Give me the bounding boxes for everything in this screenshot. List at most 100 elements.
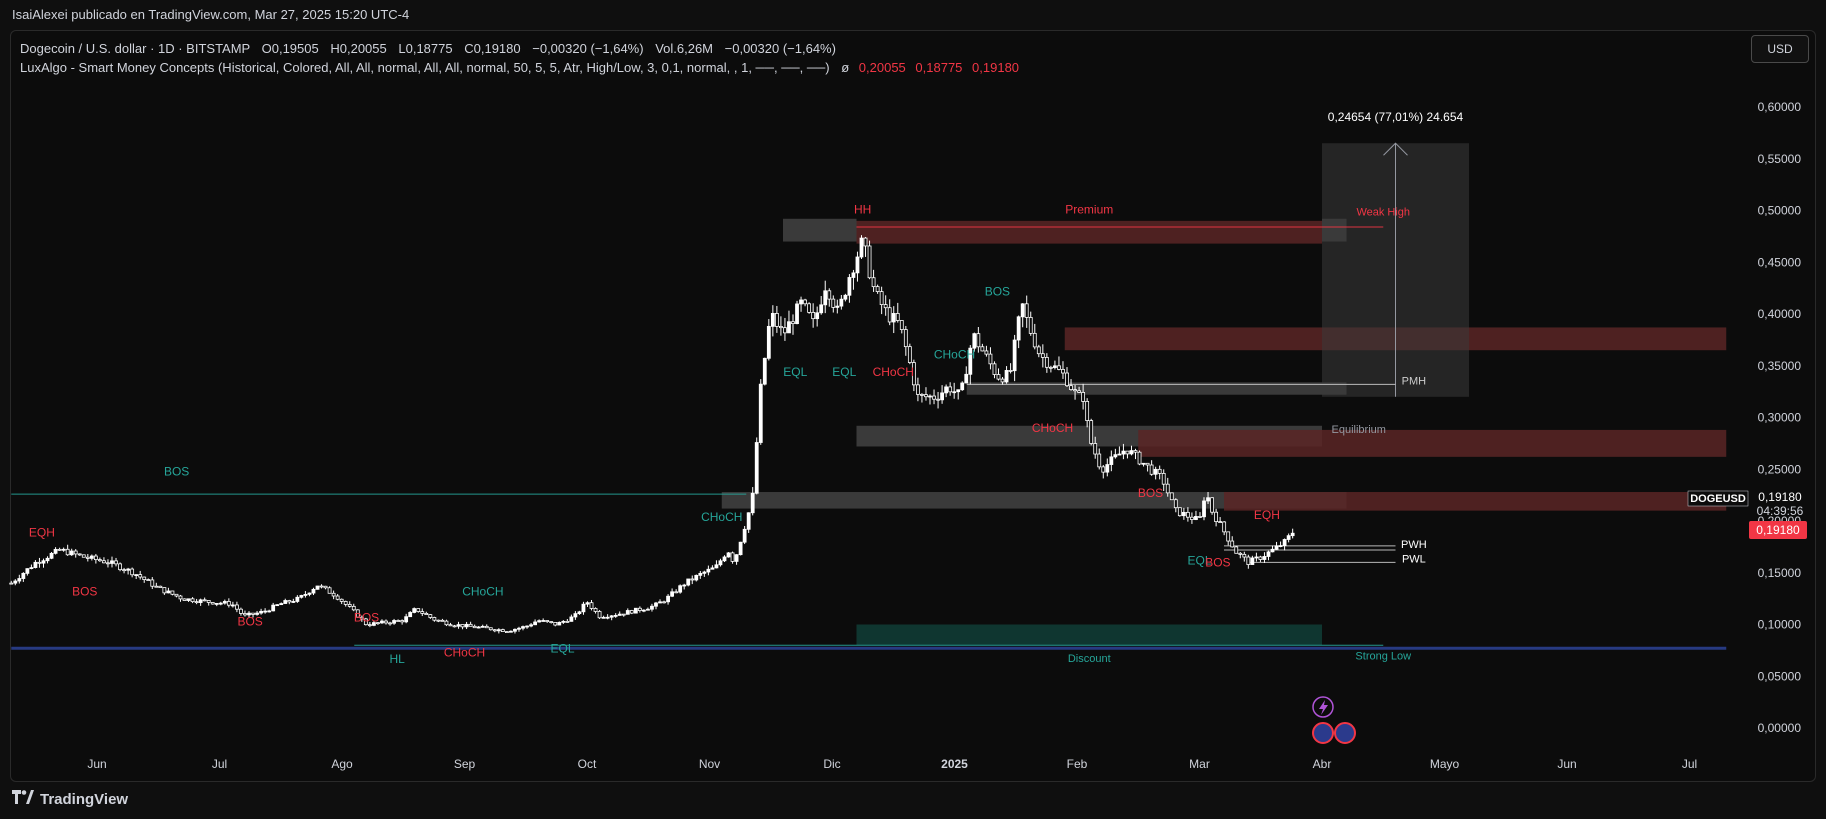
candle-body (1121, 450, 1126, 455)
candle-body (384, 620, 388, 624)
candle-body (1198, 516, 1202, 518)
candle-body (440, 619, 445, 622)
symbol-title[interactable]: Dogecoin / U.S. dollar · 1D · BITSTAMP (20, 41, 250, 56)
candle-body (944, 386, 949, 394)
candle-body (61, 548, 66, 551)
candle-body (1137, 451, 1142, 465)
candle-body (690, 578, 695, 581)
candle-body (1036, 346, 1041, 355)
candle-body (452, 625, 457, 628)
candle-body (972, 333, 977, 349)
indicator-symbol: ø (841, 60, 850, 75)
zone-pmh-box (966, 382, 1347, 395)
candle-body (480, 625, 485, 628)
candle-body (428, 614, 433, 618)
candle-body (1185, 511, 1190, 518)
candle-body (625, 610, 630, 615)
candle-body (597, 611, 602, 619)
candle-body (1246, 556, 1251, 565)
candle-body (235, 604, 239, 610)
candle-body (678, 585, 683, 593)
candle-body (1089, 420, 1094, 444)
candle-body (529, 624, 533, 627)
candle-body (376, 622, 380, 625)
candle-body (226, 601, 231, 606)
candle-body (347, 604, 352, 607)
annotation-label: BOS (72, 585, 97, 599)
y-tick-label: 0,05000 (1758, 669, 1802, 683)
candle-body (537, 620, 542, 623)
zone-discount-band (856, 624, 1322, 646)
zone-hh-box (783, 218, 857, 242)
candle-body (331, 592, 336, 597)
candle-body (1008, 370, 1013, 372)
candle-body (49, 552, 54, 559)
candle-body (1097, 453, 1102, 468)
measure-label: 0,24654 (77,01%) 24.654 (1328, 110, 1464, 124)
candle-body (964, 373, 969, 384)
candle-body (787, 321, 791, 334)
candle-body (1173, 499, 1178, 509)
candle-body (1169, 492, 1174, 501)
candle-body (960, 382, 965, 391)
candle-body (694, 574, 699, 581)
candle-body (1190, 516, 1194, 520)
candle-body (57, 548, 62, 551)
x-tick-label: Ago (331, 757, 353, 771)
candle-body (122, 569, 126, 572)
candle-body (1032, 332, 1037, 348)
x-tick-label: Mar (1189, 757, 1210, 771)
close-key: C (464, 41, 474, 56)
candle-body (1113, 454, 1118, 458)
candle-body (283, 600, 288, 604)
candle-body (589, 602, 594, 609)
currency-button[interactable]: USD (1751, 35, 1809, 63)
x-tick-label: Sep (454, 757, 476, 771)
candle-body (106, 562, 110, 565)
annotation-label: BOS (237, 615, 262, 629)
candle-body (45, 557, 50, 562)
zone-bear-ob-2 (1138, 429, 1727, 457)
symbol-tag-bg (1687, 490, 1749, 507)
candle-body (295, 596, 300, 602)
candle-body (875, 286, 880, 292)
candle-body (436, 619, 441, 622)
candle-body (517, 627, 521, 630)
candle-body (323, 585, 328, 589)
last-price-badge (1749, 521, 1807, 539)
candle-body (21, 572, 26, 579)
candle-body (637, 607, 642, 611)
candle-body (662, 601, 666, 604)
tradingview-brand[interactable]: TradingView (12, 789, 128, 811)
candle-body (1077, 390, 1081, 393)
annotation-label: PMH (1402, 375, 1427, 387)
candle-body (774, 312, 779, 327)
candle-body (545, 620, 550, 622)
y-tick-label: 0,15000 (1758, 566, 1802, 580)
candle-body (359, 616, 364, 620)
candle-body (102, 560, 106, 564)
candle-body (315, 585, 320, 590)
candle-body (843, 294, 848, 300)
candle-body (239, 608, 243, 614)
candle-body (243, 613, 247, 616)
candle-body (799, 299, 803, 305)
candle-body (1149, 464, 1154, 475)
candle-body (565, 620, 570, 623)
annotation-label: Equilibrium (1332, 424, 1386, 436)
candle-body (617, 613, 622, 616)
annotation-label: HL (389, 652, 405, 666)
candle-body (484, 625, 489, 629)
annotation-label: EQL (783, 365, 807, 379)
annotation-label: BOS (1138, 486, 1163, 500)
candle-body (150, 579, 155, 587)
x-tick-label: Abr (1313, 757, 1332, 771)
indicator-title[interactable]: LuxAlgo - Smart Money Concepts (Historic… (20, 60, 830, 75)
candle-body (230, 604, 235, 607)
candle-body (1262, 556, 1267, 560)
annotation-label: CHoCH (444, 646, 485, 660)
candle-body (509, 630, 513, 633)
price-tag-value: 0,19180 (1758, 490, 1802, 504)
annotation-label: CHoCH (873, 365, 914, 379)
